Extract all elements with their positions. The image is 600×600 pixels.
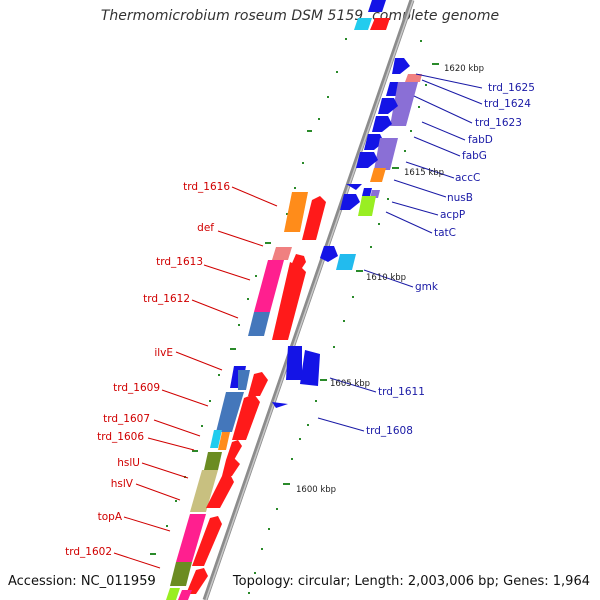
- gene-topA: [176, 514, 206, 562]
- inner-scale-ticks: [148, 38, 347, 580]
- gene-label-trd-1623: trd_1623: [475, 117, 522, 129]
- gene-label-nusB: nusB: [447, 192, 473, 204]
- gene-trd-1625: [392, 58, 410, 74]
- scale-label-1610: 1610 kbp: [366, 273, 407, 283]
- gene-hslU: [204, 452, 222, 470]
- gene-trd-1612: [248, 312, 270, 336]
- gene-label-topA: topA: [97, 511, 122, 523]
- gene-label-trd-1612: trd_1612: [143, 293, 190, 305]
- scale-label-1605: 1605 kbp: [330, 379, 371, 389]
- gene-label-trd-1608: trd_1608: [366, 425, 413, 437]
- gene-label-hslU: hslU: [117, 457, 140, 469]
- gene-label-trd-1616: trd_1616: [183, 181, 230, 193]
- gene-label-trd-1625: trd_1625: [488, 82, 535, 94]
- gene-trd-1611: [300, 350, 320, 386]
- gene-trd-1607: [210, 430, 222, 448]
- scale-label-1600: 1600 kbp: [296, 485, 337, 495]
- gene-nusB: [370, 168, 386, 182]
- gene-label-fabG: fabG: [462, 150, 487, 162]
- map-title: Thermomicrobium roseum DSM 5159, complet…: [100, 8, 500, 24]
- outer-scale-ticks: [248, 40, 439, 594]
- gene-trd-1602: [170, 562, 192, 586]
- gene-fabD: [372, 116, 392, 132]
- gene-acpP: [340, 194, 360, 210]
- forward-genes: [272, 0, 422, 408]
- gene-label-trd-1624: trd_1624: [484, 98, 531, 110]
- gene-gmk: [320, 246, 338, 262]
- gene-label-trd-1607: trd_1607: [103, 413, 150, 425]
- gene-label-acpP: acpP: [440, 209, 466, 221]
- gene-trd-1606: [218, 432, 230, 450]
- reverse-leader-lines: [113, 186, 278, 569]
- gene-trd-1616: [284, 192, 308, 232]
- gene-label-hslV: hslV: [110, 478, 133, 490]
- gene-label-def: def: [197, 222, 214, 234]
- genome-backbone: [202, 0, 415, 600]
- scale-label-1620: 1620 kbp: [444, 64, 485, 74]
- genome-summary-text: Topology: circular; Length: 2,003,006 bp…: [232, 574, 590, 589]
- gene-accC: [374, 138, 398, 170]
- gene-label-trd-1609: trd_1609: [113, 382, 160, 394]
- gene-trd-1613: [254, 260, 284, 312]
- forward-leader-lines: [317, 73, 483, 432]
- gene-label-trd-1606: trd_1606: [97, 431, 144, 443]
- gene-trd-1609: [216, 392, 244, 432]
- gene-label-accC: accC: [455, 172, 481, 184]
- gene-label-trd-1611: trd_1611: [378, 386, 425, 398]
- gene-label-gmk: gmk: [415, 281, 438, 293]
- gene-label-trd-1613: trd_1613: [156, 256, 203, 268]
- gene-trd-1623: [390, 82, 418, 126]
- gene-trd-1608: [272, 402, 288, 408]
- accession-text: Accession: NC_011959: [8, 574, 156, 589]
- gene-label-ilvE: ilvE: [154, 347, 173, 359]
- gene-label-fabD: fabD: [468, 134, 493, 146]
- gene-label-tatC: tatC: [434, 227, 456, 239]
- gene-hslV: [190, 470, 218, 512]
- gene-def: [272, 247, 292, 260]
- gene-label-trd-1602: trd_1602: [65, 546, 112, 558]
- gene-tatC: [358, 196, 376, 216]
- reverse-genes: [166, 192, 326, 600]
- scale-label-1615: 1615 kbp: [404, 168, 445, 178]
